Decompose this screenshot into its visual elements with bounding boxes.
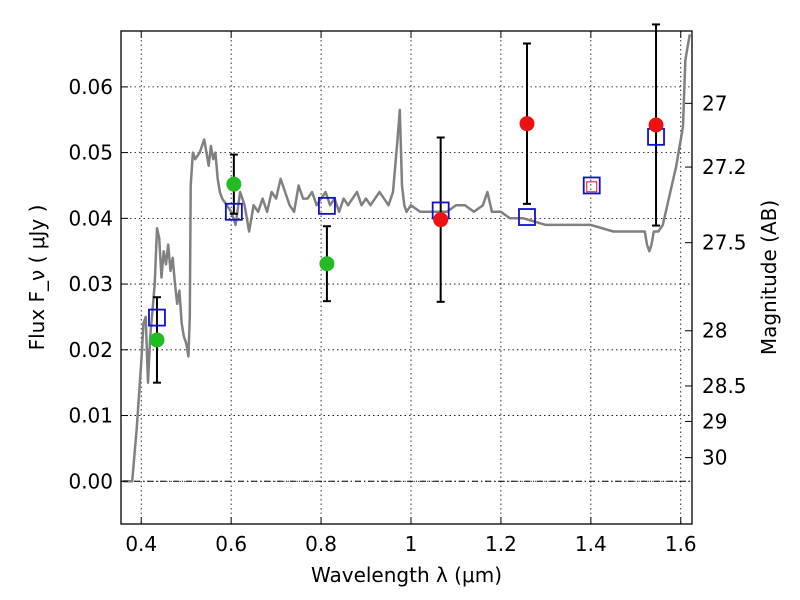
model-box-marker: [518, 208, 536, 226]
y2-tick-label: 28.5: [702, 374, 747, 398]
y-tick-label: 0.01: [68, 404, 113, 428]
x-tick-label: 1.2: [485, 532, 517, 556]
y2-tick-label: 27: [702, 91, 727, 115]
y2-tick-label: 28: [702, 319, 727, 343]
y-tick-label: 0.03: [68, 272, 113, 296]
y-tick-label: 0.02: [68, 338, 113, 362]
y2-tick-label: 29: [702, 409, 727, 433]
y-tick-label: 0.00: [68, 469, 113, 493]
x-tick-label: 0.8: [305, 532, 337, 556]
observed-point-red: [519, 116, 535, 132]
x-axis-title: Wavelength λ (μm): [311, 563, 502, 587]
observed-point-green: [319, 256, 335, 272]
model-box-marker: [582, 176, 601, 195]
x-tick-label: 0.6: [215, 532, 247, 556]
observed-point-green: [226, 176, 242, 192]
model-box-marker: [224, 202, 243, 221]
observed-points: [149, 116, 664, 348]
grid: [121, 31, 692, 524]
y-tick-label: 0.06: [68, 75, 113, 99]
y2-axis-title: Magnitude (AB): [757, 200, 781, 355]
y-tick-label: 0.04: [68, 206, 113, 230]
y2-tick-label: 27.5: [702, 231, 747, 255]
model-box-marker: [318, 196, 336, 215]
observed-point-red: [648, 117, 664, 133]
y2-axis: 27 27.2 27.5 28 28.5 29 30: [685, 91, 747, 470]
y2-tick-label: 27.2: [702, 155, 747, 179]
model-box-marker: [148, 308, 166, 327]
x-tick-label: 1.4: [575, 532, 607, 556]
model-boxes: [148, 127, 665, 327]
observed-point-red-limit: [586, 181, 598, 193]
y-tick-label: 0.05: [68, 141, 113, 165]
observed-point-green: [149, 332, 165, 348]
model-spectrum-line: [123, 34, 692, 483]
x-tick-label: 1.6: [665, 532, 697, 556]
observed-point-red: [433, 212, 449, 228]
y2-tick-label: 30: [702, 446, 727, 470]
x-axis: 0.4 0.6 0.8 1 1.2 1.4 1.6: [125, 31, 697, 556]
x-tick-label: 0.4: [125, 532, 157, 556]
x-tick-label: 1: [405, 532, 418, 556]
y-axis-title: Flux F_ν ( μJy ): [25, 205, 49, 351]
plot-frame: [120, 30, 693, 525]
y-axis: 0.00 0.01 0.02 0.03 0.04 0.05 0.06: [68, 75, 128, 493]
